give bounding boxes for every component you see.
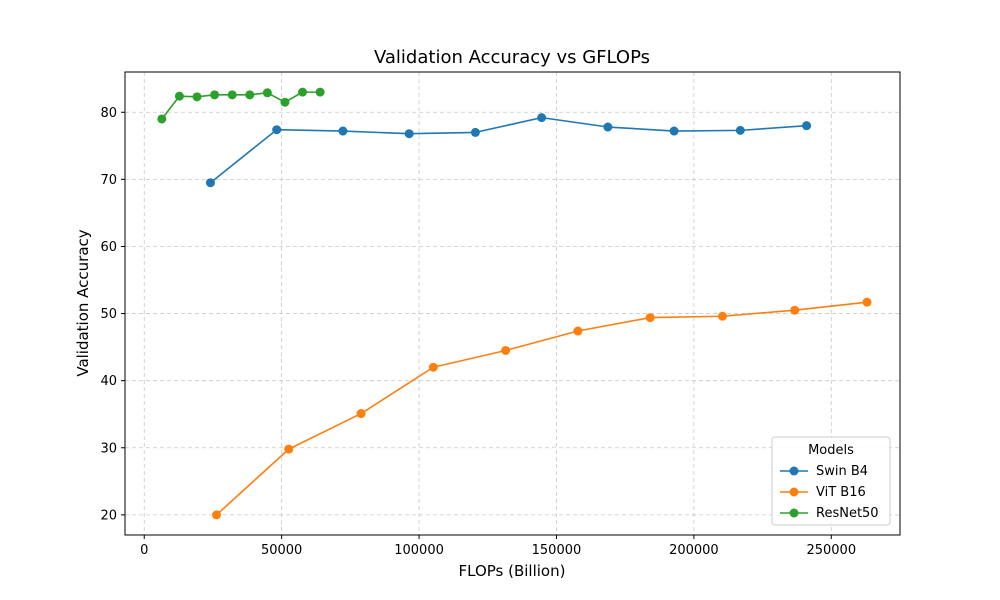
data-point (298, 87, 308, 97)
x-tick-label: 250000 (806, 543, 856, 558)
data-point (645, 313, 655, 323)
y-tick-label: 70 (100, 173, 117, 188)
y-axis-title: Validation Accuracy (74, 229, 92, 376)
data-point (245, 90, 255, 100)
x-tick-label: 100000 (394, 543, 444, 558)
legend-marker (789, 487, 799, 497)
data-point (404, 129, 414, 139)
data-point (210, 90, 220, 100)
legend-label: ResNet50 (816, 506, 879, 521)
data-point (280, 97, 290, 107)
data-point (338, 126, 348, 136)
data-point (470, 127, 480, 137)
legend-label: ViT B16 (816, 485, 866, 500)
x-axis-title: FLOPs (Billion) (459, 562, 566, 580)
y-tick-label: 20 (100, 508, 117, 523)
legend-item: ResNet50 (780, 506, 879, 521)
chart-title: Validation Accuracy vs GFLOPs (374, 47, 650, 68)
data-point (192, 92, 202, 102)
data-point (174, 91, 184, 101)
data-point (717, 311, 727, 321)
x-tick-label: 0 (140, 543, 148, 558)
axes: 0 50000 100000 150000 200000 250000 20 30 40 50 60… (100, 71, 901, 558)
data-point (573, 326, 583, 336)
data-point (428, 362, 438, 372)
series-line (161, 91, 321, 120)
x-tick-label: 150000 (532, 543, 582, 558)
data-point (862, 297, 872, 307)
grid (125, 72, 900, 535)
data-point (315, 87, 325, 97)
data-point (272, 125, 282, 135)
data-point (157, 114, 167, 124)
y-tick-label: 60 (100, 240, 117, 255)
data-point (212, 510, 222, 520)
data-point (284, 444, 294, 454)
y-tick-label: 40 (100, 374, 117, 389)
x-tick-label: 200000 (669, 543, 719, 558)
legend-marker (789, 508, 799, 518)
data-point (227, 90, 237, 100)
series-resnet50 (157, 87, 325, 124)
y-tick-label: 30 (100, 441, 117, 456)
plot-frame (124, 71, 901, 536)
legend-marker (789, 466, 799, 476)
data-point (802, 121, 812, 131)
series-swin-b4 (205, 113, 812, 188)
series-group (157, 87, 872, 520)
series-line (215, 301, 868, 516)
legend-title: Models (808, 443, 854, 458)
legend-item: ViT B16 (780, 485, 866, 500)
y-tick-label: 50 (100, 307, 117, 322)
x-tick-label: 50000 (261, 543, 302, 558)
data-point (603, 122, 613, 132)
data-point (537, 113, 547, 123)
data-point (501, 345, 511, 355)
data-point (790, 305, 800, 315)
legend-box (771, 436, 891, 526)
series-line (209, 116, 807, 184)
legend: Models Swin B4 ViT B16 ResNet50 (771, 436, 891, 526)
data-point (205, 178, 215, 188)
legend-item: Swin B4 (780, 464, 868, 479)
data-point (669, 126, 679, 136)
data-point (735, 125, 745, 135)
y-tick-label: 80 (100, 106, 117, 121)
series-vit-b16 (212, 297, 872, 520)
data-point (262, 88, 272, 98)
legend-label: Swin B4 (816, 464, 868, 479)
data-point (356, 409, 366, 419)
